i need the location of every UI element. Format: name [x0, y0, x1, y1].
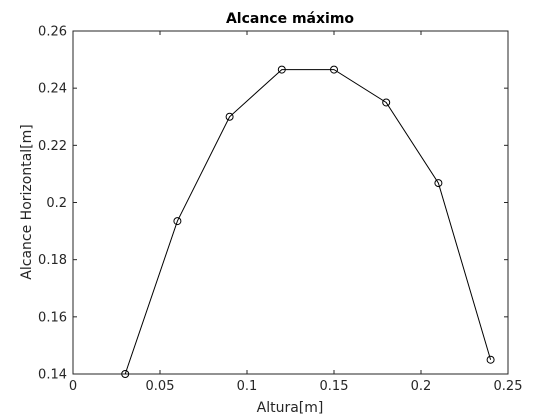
data-point [225, 112, 234, 121]
y-tick-label: 0.24 [38, 82, 67, 97]
plot-area [72, 30, 509, 375]
y-tick-label: 0.22 [38, 139, 67, 154]
x-axis-ticks: 0 0.05 0.1 0.15 0.2 0.25 [69, 31, 523, 394]
x-tick-label: 0.15 [320, 379, 349, 394]
x-tick-label: 0.2 [411, 379, 432, 394]
y-tick-label: 0.16 [38, 310, 67, 325]
y-tick-label: 0.18 [38, 253, 67, 268]
x-tick-label: 0.1 [237, 379, 258, 394]
chart-title: Alcance máximo [226, 11, 354, 27]
series-line [124, 69, 492, 375]
data-point [382, 98, 391, 107]
data-point [173, 217, 182, 226]
y-tick-label: 0.14 [38, 368, 67, 383]
x-axis-label: Altura[m] [257, 400, 324, 416]
data-point [121, 370, 130, 378]
y-axis-ticks: 0.14 0.16 0.18 0.2 0.22 0.24 0.26 [38, 25, 508, 383]
x-tick-label: 0 [69, 379, 77, 394]
x-tick-label: 0.25 [494, 379, 523, 394]
data-point [486, 355, 495, 364]
data-point [330, 65, 338, 74]
y-axis-label: Alcance Horizontal[m] [19, 124, 35, 279]
x-tick-label: 0.05 [146, 379, 175, 394]
series-layer [121, 65, 495, 378]
data-point [434, 179, 443, 188]
y-tick-label: 0.2 [46, 196, 67, 211]
data-point [277, 65, 286, 74]
y-tick-label: 0.26 [38, 25, 67, 40]
